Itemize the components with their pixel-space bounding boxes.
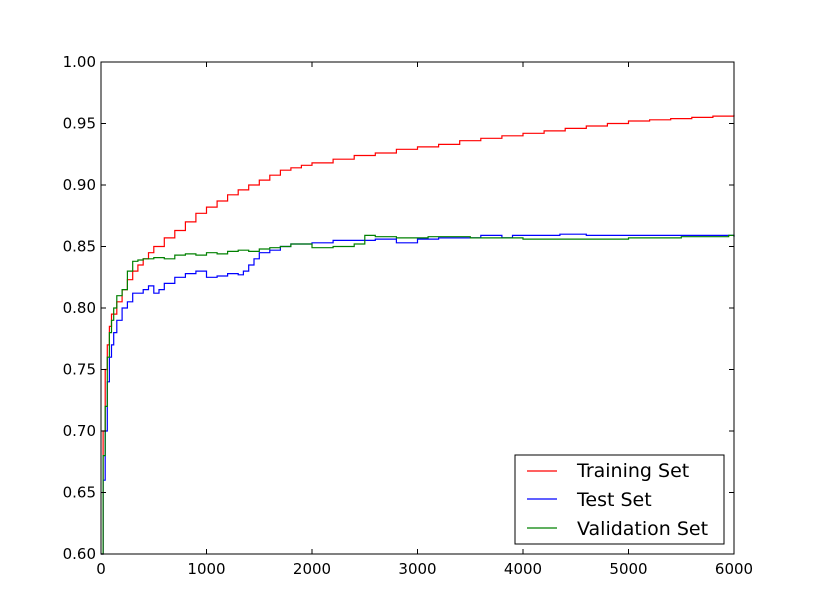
y-tick-label: 0.85 [63,238,96,256]
y-tick-label: 0.70 [63,422,96,440]
x-tick-label: 2000 [293,560,331,578]
x-tick-label: 4000 [504,560,542,578]
x-tick-label: 1000 [187,560,225,578]
legend-label-training: Training Set [576,460,689,482]
legend: Training Set Test Set Validation Set [514,454,725,545]
y-tick-label: 0.60 [63,545,96,563]
y-tick-label: 0.90 [63,176,96,194]
x-tick-label: 6000 [715,560,753,578]
series-line-validation-set [101,234,735,555]
legend-label-test: Test Set [576,489,652,511]
legend-label-validation: Validation Set [577,518,708,540]
x-axis: 0 1000 2000 3000 4000 5000 6000 [96,62,753,578]
x-tick-label: 3000 [398,560,436,578]
y-tick-label: 0.80 [63,299,96,317]
y-tick-label: 0.65 [63,484,96,502]
x-tick-label: 5000 [609,560,647,578]
series-layer [101,114,735,555]
y-axis: 0.60 0.65 0.70 0.75 0.80 0.85 0.90 0.95 1.00 [63,53,734,563]
y-tick-label: 0.75 [63,361,96,379]
y-tick-label: 0.95 [63,115,96,133]
y-tick-label: 1.00 [63,53,96,71]
series-line-test-set [101,233,735,555]
x-tick-label: 0 [96,560,106,578]
